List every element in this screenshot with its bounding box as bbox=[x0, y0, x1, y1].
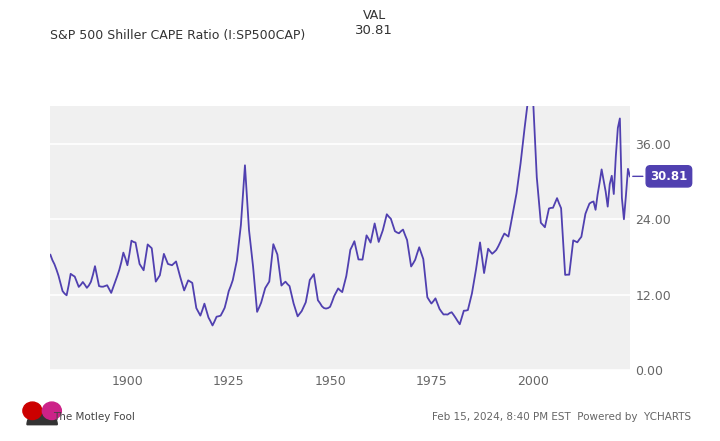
Text: VAL: VAL bbox=[363, 9, 386, 22]
Text: The Motley Fool: The Motley Fool bbox=[53, 412, 135, 422]
Text: Feb 15, 2024, 8:40 PM EST  Powered by  YCHARTS: Feb 15, 2024, 8:40 PM EST Powered by YCH… bbox=[432, 412, 691, 422]
Circle shape bbox=[42, 402, 61, 419]
Text: 30.81: 30.81 bbox=[356, 24, 393, 37]
Text: S&P 500 Shiller CAPE Ratio (I:SP500CAP): S&P 500 Shiller CAPE Ratio (I:SP500CAP) bbox=[50, 29, 306, 41]
Text: 30.81: 30.81 bbox=[633, 170, 688, 183]
Circle shape bbox=[23, 402, 42, 419]
Wedge shape bbox=[27, 411, 58, 425]
